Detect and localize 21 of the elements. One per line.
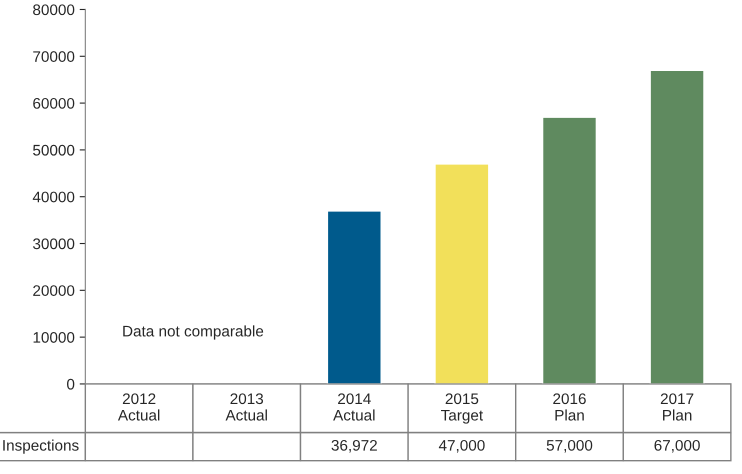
annotation: Data not comparable xyxy=(123,325,264,340)
data-label: 57,000 xyxy=(546,440,592,453)
y-tick-label: 30000 xyxy=(33,238,74,250)
y-tick-label: 0 xyxy=(67,378,74,390)
y-tick-label: 60000 xyxy=(33,98,74,109)
x-tick-label: 2015 Target xyxy=(441,393,484,424)
y-tick-label: 70000 xyxy=(33,51,74,62)
x-tick-label: 2014 Actual xyxy=(333,393,375,421)
x-tick-label: 2017 Plan xyxy=(660,393,694,421)
x-tick-label: 2016 Plan xyxy=(553,393,586,421)
x-tick-label: 2012 Actual xyxy=(118,393,160,421)
y-tick-label: 40000 xyxy=(32,192,74,202)
y-tick-label: 80000 xyxy=(33,4,74,16)
y-tick-label: 20000 xyxy=(33,285,74,296)
x-tick-label: 2013 Actual xyxy=(226,393,267,421)
y-tick-label: 50000 xyxy=(33,144,74,156)
data-label: 47,000 xyxy=(438,440,485,453)
text: Inspections xyxy=(3,440,79,454)
data-label: 36,972 xyxy=(332,440,377,453)
data-label: 67,000 xyxy=(654,440,700,453)
y-tick-label: 10000 xyxy=(34,332,74,343)
